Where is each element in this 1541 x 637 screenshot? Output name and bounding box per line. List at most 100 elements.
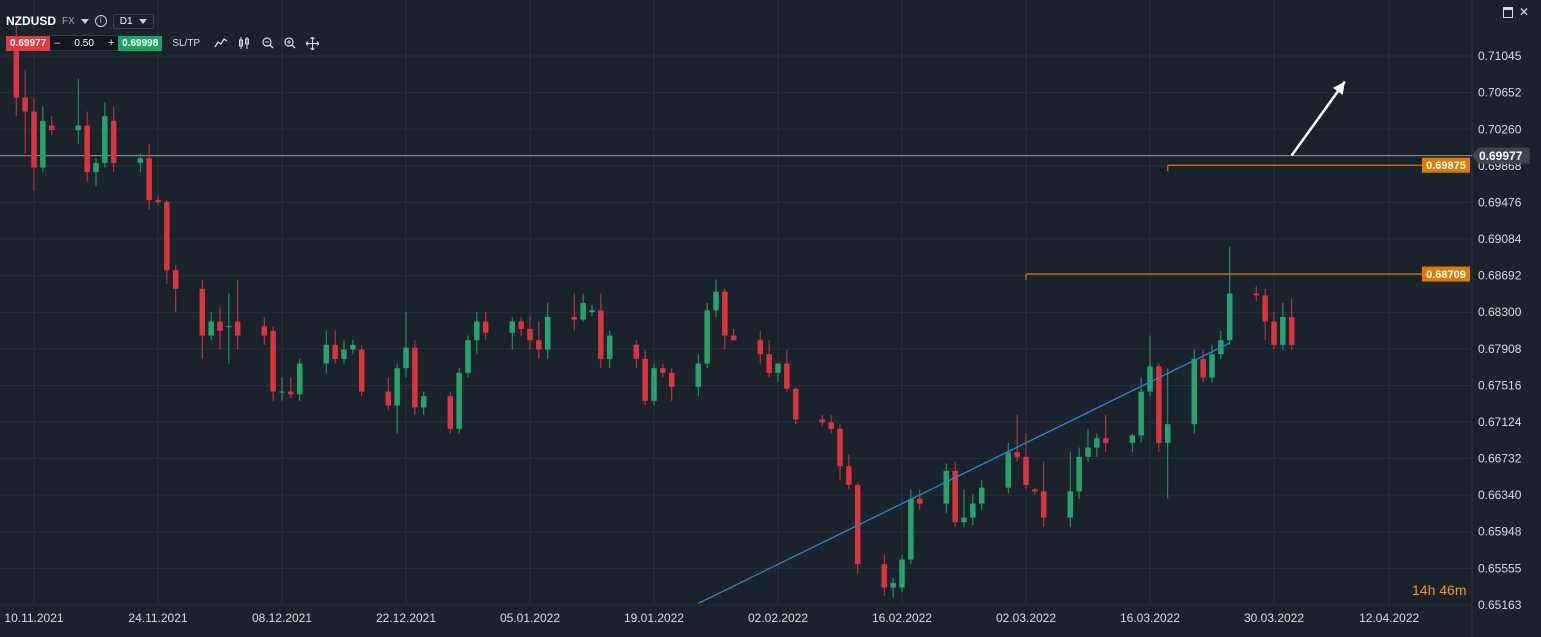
candle xyxy=(544,302,551,359)
candle xyxy=(633,340,640,369)
candle-body xyxy=(217,321,223,331)
candle-body xyxy=(172,270,179,289)
candle-body xyxy=(1067,491,1074,518)
candle xyxy=(1147,335,1153,397)
candle-body xyxy=(961,517,967,523)
symbol-dropdown-icon[interactable] xyxy=(80,18,89,24)
candle xyxy=(1191,349,1198,434)
candle xyxy=(695,354,702,397)
grid-lines xyxy=(0,0,1473,637)
symbol-name[interactable]: NZDUSD xyxy=(6,14,56,28)
candle xyxy=(1253,286,1260,302)
candle-body xyxy=(598,310,604,359)
candle xyxy=(713,279,719,317)
candle-body xyxy=(651,368,657,401)
candle-body xyxy=(279,391,285,393)
info-icon[interactable]: i xyxy=(94,15,107,27)
candle xyxy=(288,377,294,399)
candle-body xyxy=(199,288,206,336)
candle xyxy=(1094,433,1100,457)
line-chart-icon[interactable] xyxy=(214,37,228,49)
candle-body xyxy=(1094,438,1100,448)
symbol-toolbar: NZDUSD FX i D1 xyxy=(6,12,154,30)
pan-icon[interactable] xyxy=(306,36,320,50)
candle-body xyxy=(270,330,276,392)
candle-body xyxy=(846,466,852,485)
candle-body xyxy=(155,200,161,203)
candle-body xyxy=(642,358,648,401)
candle xyxy=(642,349,648,406)
candle xyxy=(509,316,516,350)
quantity-input[interactable]: 0.50 xyxy=(74,37,94,49)
trade-panel: 0.69977 – 0.50 + 0.69998 SL/TP xyxy=(6,35,320,51)
increase-button[interactable]: + xyxy=(107,37,115,49)
zoom-in-icon[interactable] xyxy=(284,37,296,49)
sell-button[interactable]: 0.69977 xyxy=(6,35,51,51)
candle xyxy=(961,489,967,527)
minimize-icon[interactable] xyxy=(1502,6,1513,18)
candle-body xyxy=(1005,452,1012,488)
support-trendline[interactable] xyxy=(697,342,1231,604)
candle-body xyxy=(1191,358,1198,425)
zoom-out-icon[interactable] xyxy=(262,37,274,49)
candle xyxy=(1138,377,1144,443)
x-tick-label: 12.04.2022 xyxy=(1359,611,1419,625)
candle-body xyxy=(890,582,896,588)
candle-countdown: 14h 46m xyxy=(1412,582,1466,598)
candle xyxy=(350,340,356,355)
candle xyxy=(1014,414,1020,462)
candle xyxy=(1032,487,1038,495)
x-tick-label: 22.12.2021 xyxy=(376,611,436,625)
candle xyxy=(916,489,923,511)
decrease-button[interactable]: – xyxy=(54,37,61,49)
candle xyxy=(403,312,409,378)
candle-body xyxy=(1076,456,1082,492)
candle xyxy=(226,293,232,364)
sltp-button[interactable]: SL/TP xyxy=(172,37,201,49)
candle-body xyxy=(288,391,294,395)
candle xyxy=(172,265,179,313)
candles xyxy=(13,22,1295,597)
candle-body xyxy=(164,202,170,271)
candle xyxy=(580,293,586,322)
y-tick-label: 0.66732 xyxy=(1478,452,1522,466)
time-axis[interactable]: 10.11.2021 24.11.2021 08.12.2021 22.12.2021… xyxy=(4,611,1419,625)
candle-body xyxy=(456,372,462,429)
candle xyxy=(412,340,418,415)
timeframe-select[interactable]: D1 xyxy=(112,13,154,29)
candle-body xyxy=(358,349,365,392)
candle xyxy=(651,363,657,406)
candle xyxy=(890,578,896,597)
close-icon[interactable]: ✕ xyxy=(1518,5,1529,19)
candle-body xyxy=(916,498,923,504)
candle-body xyxy=(31,111,37,168)
level-tag xyxy=(1422,157,1470,173)
candle-body xyxy=(713,291,719,311)
quantity-stepper[interactable]: – 0.50 + xyxy=(50,35,119,51)
candle-body xyxy=(1102,438,1109,443)
candle xyxy=(261,316,268,345)
price-axis[interactable]: 0.710450.706520.702600.698680.694760.690… xyxy=(1472,49,1530,612)
candle-body xyxy=(261,326,268,336)
candle-body xyxy=(571,316,578,320)
candle-body xyxy=(580,302,586,320)
y-tick-label: 0.65948 xyxy=(1478,525,1522,539)
candle xyxy=(279,377,285,401)
candle-body xyxy=(48,125,55,131)
candle-body xyxy=(1209,354,1215,378)
candle xyxy=(146,144,152,210)
candle-body xyxy=(1226,293,1233,341)
candle xyxy=(1218,330,1224,359)
candle-body xyxy=(102,116,108,163)
y-tick-label: 0.71045 xyxy=(1478,49,1522,63)
candle-body xyxy=(660,368,666,373)
buy-button[interactable]: 0.69998 xyxy=(118,35,163,51)
y-tick-label: 0.66340 xyxy=(1478,488,1522,502)
candle xyxy=(84,111,90,182)
candle-body xyxy=(704,310,710,364)
y-tick-label: 0.69476 xyxy=(1478,195,1522,209)
candle-body xyxy=(527,329,533,341)
candle-type-icon[interactable] xyxy=(238,37,252,49)
candle xyxy=(943,463,950,513)
